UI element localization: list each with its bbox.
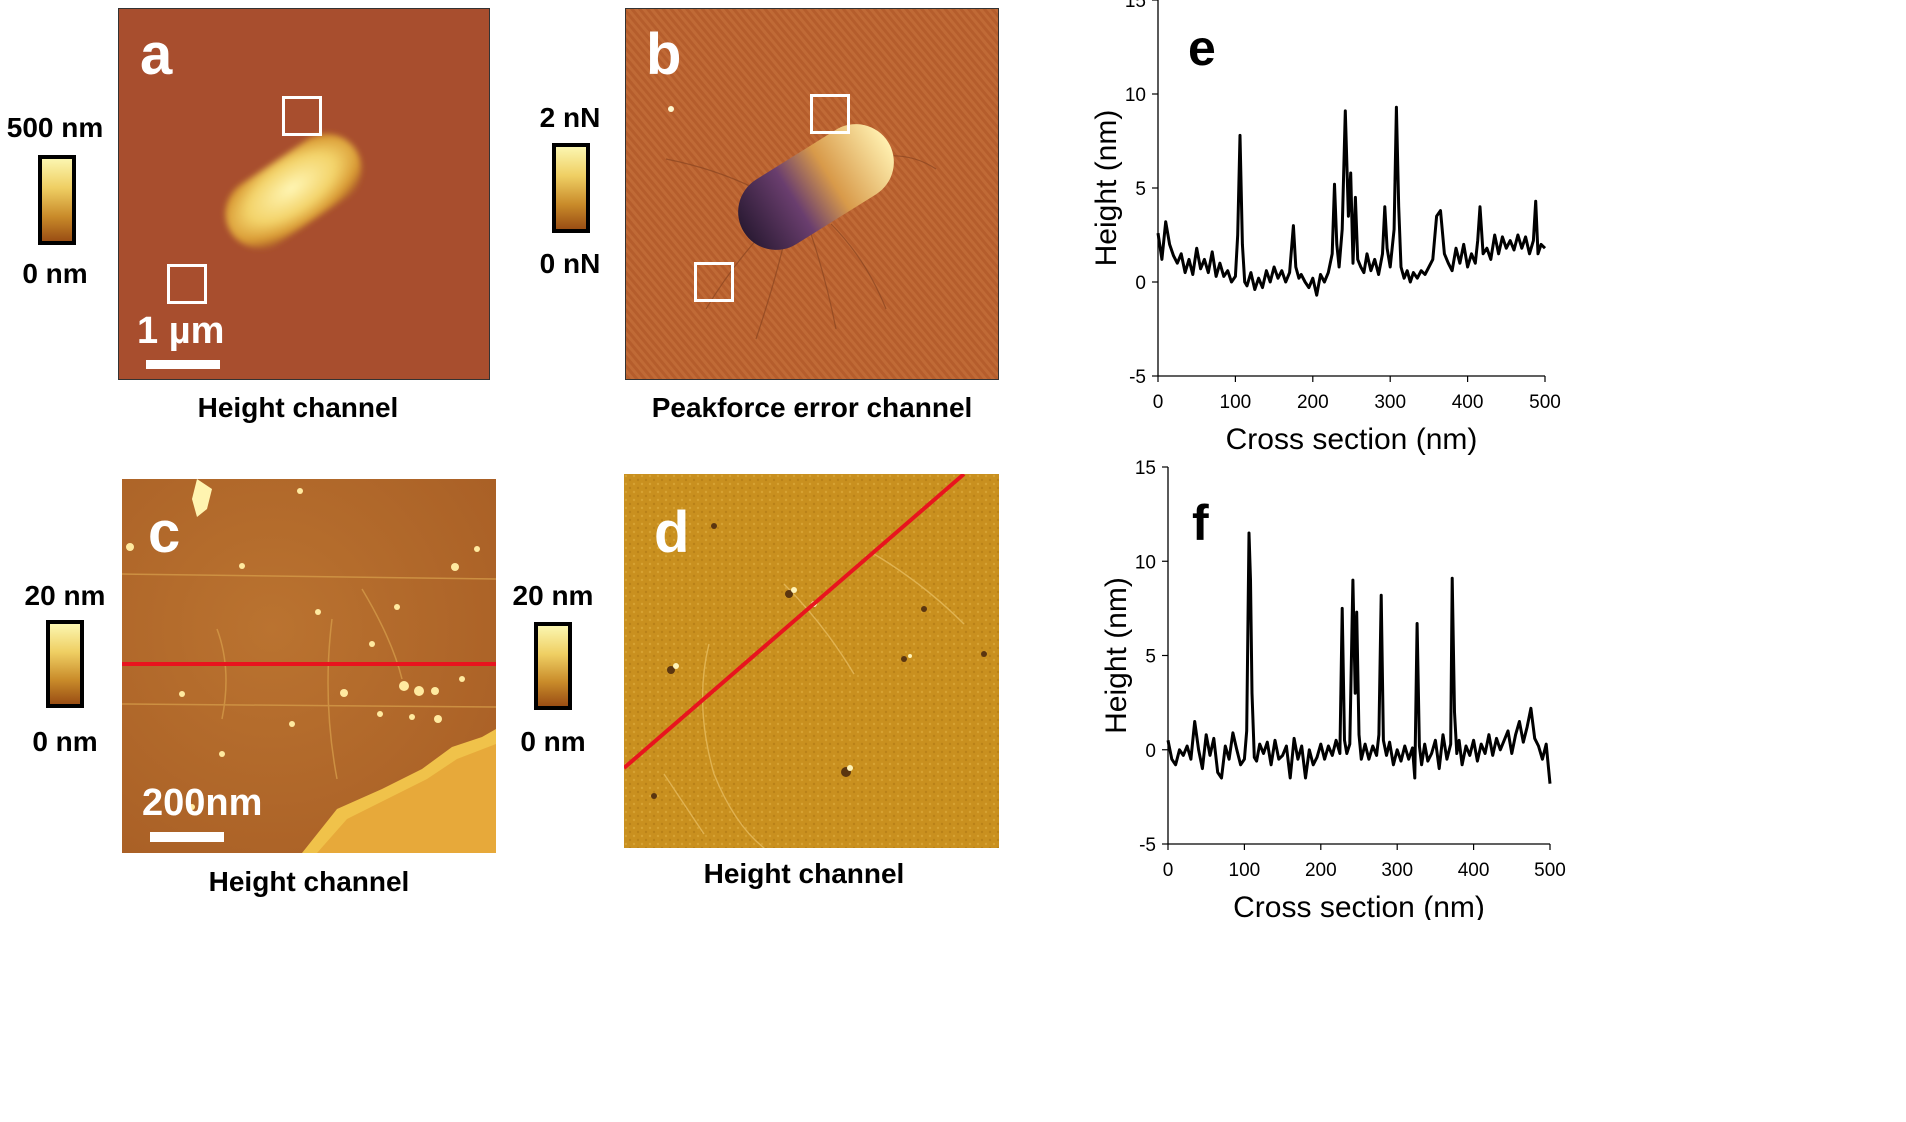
colorbar-c-bottom-label: 0 nm (32, 726, 98, 757)
x-tick-label-f: 400 (1458, 860, 1490, 881)
panel-letter-b: b (646, 22, 682, 87)
bacterium-cell (225, 133, 362, 249)
panel-letter-f: f (1192, 495, 1209, 551)
panel-letter-e: e (1188, 20, 1216, 76)
y-tick-label-f: 0 (1145, 741, 1156, 762)
profile-line-d (624, 474, 966, 770)
y-tick-label-e: 10 (1125, 85, 1146, 106)
colorbar-d (534, 622, 572, 710)
colorbar-c (46, 620, 84, 708)
colorbar-a-bottom-label: 0 nm (22, 258, 88, 289)
height-trace-e (1156, 105, 1547, 297)
x-tick-label-e: 300 (1374, 392, 1406, 413)
afm-image-b (625, 8, 999, 380)
afm-image-d (624, 474, 999, 848)
panel-letter-a: a (140, 22, 173, 87)
height-trace-f (1166, 531, 1552, 784)
roi-box-b-top (810, 94, 850, 134)
colorbar-a (38, 155, 76, 245)
x-tick-label-f: 0 (1163, 860, 1174, 881)
caption-c: Height channel (208, 866, 410, 897)
roi-box-a-bottom (167, 264, 207, 304)
y-tick-label-e: 5 (1135, 179, 1146, 200)
y-axis-label-f: Height (nm) (1100, 577, 1133, 734)
colorbar-d-bottom-label: 0 nm (520, 726, 586, 757)
height-profile-chart-e: -5 0 5 10 15 0 100 200 300 400 500 Cross section (n… (1090, 0, 1561, 456)
colorbar-c-top-label: 20 nm (24, 580, 106, 611)
x-tick-label-e: 100 (1220, 392, 1252, 413)
caption-b: Peakforce error channel (651, 392, 973, 423)
panel-letter-c: c (148, 500, 181, 565)
bacterium-cell-error (738, 124, 894, 250)
scalebar-a (146, 360, 220, 369)
y-tick-label-f: 15 (1135, 460, 1156, 479)
panel-letter-d: d (654, 500, 690, 565)
scalebar-c-label: 200nm (142, 782, 263, 824)
colorbar-d-top-label: 20 nm (512, 580, 594, 611)
x-tick-label-e: 500 (1529, 392, 1561, 413)
x-axis-label-f: Cross section (nm) (1233, 891, 1485, 920)
y-tick-label-f: 5 (1145, 647, 1156, 668)
y-tick-label-e: -5 (1129, 367, 1146, 388)
x-tick-label-f: 100 (1229, 860, 1261, 881)
x-tick-label-e: 400 (1452, 392, 1484, 413)
roi-box-b-bottom (694, 262, 734, 302)
x-tick-label-e: 0 (1153, 392, 1164, 413)
x-tick-label-f: 200 (1305, 860, 1337, 881)
x-axis-label-e: Cross section (nm) (1226, 423, 1478, 456)
y-axis-label-e: Height (nm) (1090, 110, 1123, 267)
caption-a: Height channel (197, 392, 399, 423)
y-tick-label-e: 0 (1135, 273, 1146, 294)
caption-d: Height channel (703, 858, 905, 889)
x-tick-label-f: 300 (1381, 860, 1413, 881)
colorbar-b-top-label: 2 nN (539, 102, 601, 133)
y-tick-label-e: 15 (1125, 0, 1146, 12)
colorbar-a-top-label: 500 nm (6, 112, 104, 143)
scalebar-a-label: 1 µm (137, 310, 225, 352)
afm-image-c (122, 479, 496, 853)
scalebar-c (150, 832, 224, 842)
height-profile-chart-f: -5 0 5 10 15 0 100 200 300 400 500 Cross section (n… (1100, 460, 1566, 920)
roi-box-a-top (282, 96, 322, 136)
y-tick-label-f: 10 (1135, 552, 1156, 573)
x-tick-label-e: 200 (1297, 392, 1329, 413)
x-tick-label-f: 500 (1534, 860, 1566, 881)
y-tick-label-f: -5 (1139, 835, 1156, 856)
colorbar-b-bottom-label: 0 nN (539, 248, 601, 279)
afm-image-a (118, 8, 490, 380)
colorbar-b (552, 143, 590, 233)
